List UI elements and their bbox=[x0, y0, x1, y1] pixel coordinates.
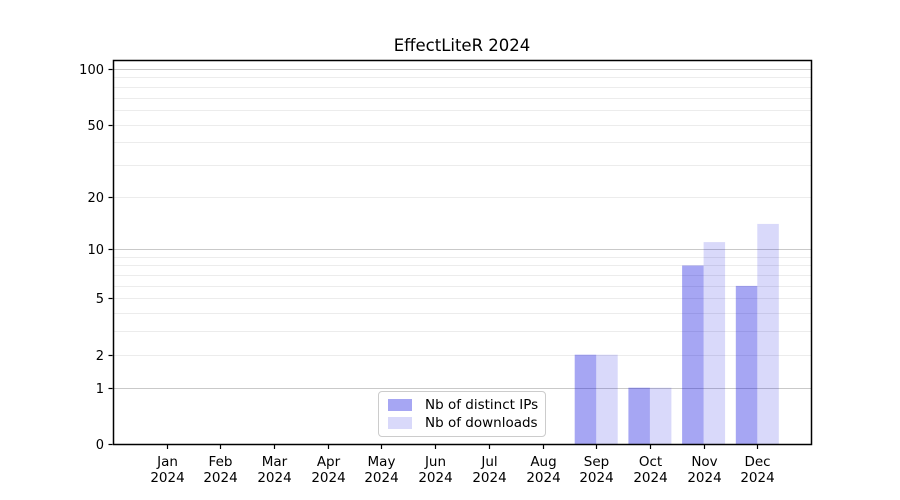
bar-downloads-dec bbox=[757, 223, 779, 444]
bar-distinct-ips-oct bbox=[628, 387, 650, 444]
x-tick-label-year: 2024 bbox=[418, 470, 452, 486]
x-tick-label-month: Oct bbox=[639, 454, 662, 470]
y-tick-label: 1 bbox=[96, 382, 104, 397]
legend-swatch-distinct-ips bbox=[388, 399, 412, 411]
x-tick-label-year: 2024 bbox=[311, 470, 345, 486]
legend-swatch-downloads bbox=[388, 417, 412, 429]
x-tick-label-month: Sep bbox=[584, 454, 609, 470]
y-axis: 0 1 2 5 10 20 50 100 bbox=[79, 63, 113, 453]
x-tick-label-month: Jul bbox=[480, 454, 497, 470]
x-tick-label-month: Aug bbox=[530, 454, 556, 470]
x-tick-label-year: 2024 bbox=[740, 470, 774, 486]
x-tick-label-month: Apr bbox=[317, 454, 341, 470]
x-tick-label-year: 2024 bbox=[579, 470, 613, 486]
y-tick-label: 2 bbox=[96, 349, 104, 364]
y-tick-label: 100 bbox=[79, 63, 104, 78]
major-gridlines bbox=[114, 69, 811, 389]
x-tick-label-year: 2024 bbox=[633, 470, 667, 486]
legend-item-distinct-ips: Nb of distinct IPs bbox=[388, 396, 539, 414]
y-tick-label: 50 bbox=[87, 119, 104, 134]
x-tick-label-month: May bbox=[368, 454, 396, 470]
x-tick-label-month: Mar bbox=[262, 454, 288, 470]
bar-downloads-nov bbox=[703, 242, 726, 444]
chart-title: EffectLiteR 2024 bbox=[393, 36, 531, 55]
bars bbox=[574, 223, 779, 444]
bar-distinct-ips-dec bbox=[735, 285, 758, 444]
x-tick-label-year: 2024 bbox=[257, 470, 291, 486]
legend: Nb of distinct IPs Nb of downloads bbox=[378, 391, 546, 437]
legend-label-downloads: Nb of downloads bbox=[425, 415, 538, 431]
y-tick-label: 5 bbox=[96, 292, 104, 307]
x-tick-label-month: Jan bbox=[156, 454, 178, 470]
y-tick-label: 20 bbox=[87, 191, 104, 206]
bar-downloads-sep bbox=[596, 354, 618, 444]
x-axis: Jan2024Feb2024Mar2024Apr2024May2024Jun20… bbox=[150, 445, 775, 486]
x-tick-label-month: Jun bbox=[424, 454, 446, 470]
x-tick-label-month: Dec bbox=[744, 454, 770, 470]
minor-gridlines bbox=[114, 77, 811, 356]
x-tick-label-month: Nov bbox=[691, 454, 717, 470]
x-tick-label-year: 2024 bbox=[472, 470, 506, 486]
bar-distinct-ips-nov bbox=[682, 265, 704, 444]
plot-spines bbox=[112, 59, 813, 446]
x-tick-label-month: Feb bbox=[209, 454, 233, 470]
y-tick-label: 10 bbox=[87, 243, 104, 258]
legend-item-downloads: Nb of downloads bbox=[388, 414, 538, 432]
x-tick-label-year: 2024 bbox=[364, 470, 398, 486]
y-tick-label: 0 bbox=[96, 438, 104, 453]
x-tick-label-year: 2024 bbox=[687, 470, 721, 486]
legend-label-distinct-ips: Nb of distinct IPs bbox=[425, 397, 539, 413]
x-tick-label-year: 2024 bbox=[150, 470, 184, 486]
bar-distinct-ips-sep bbox=[574, 354, 597, 444]
x-tick-label-year: 2024 bbox=[203, 470, 237, 486]
bar-downloads-oct bbox=[649, 387, 672, 444]
x-tick-label-year: 2024 bbox=[526, 470, 560, 486]
